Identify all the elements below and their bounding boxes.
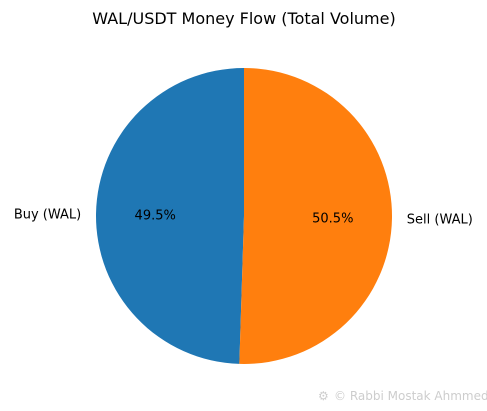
slice-percent-sell: 50.5% xyxy=(312,211,353,226)
slice-percent-buy: 49.5% xyxy=(135,209,176,224)
slice-label-sell: Sell (WAL) xyxy=(407,213,473,228)
copyright-icon: ⚙ xyxy=(318,389,329,403)
pie-slice-buy xyxy=(96,68,245,364)
watermark: ⚙ © Rabbi Mostak Ahmmed xyxy=(318,389,487,403)
pie-slice-sell xyxy=(239,68,393,365)
pie-labels: Buy (WAL) 49.5% Sell (WAL) 50.5% xyxy=(14,207,473,227)
watermark-text: © Rabbi Mostak Ahmmed xyxy=(334,389,487,403)
pie-slices xyxy=(96,68,393,365)
chart-title: WAL/USDT Money Flow (Total Volume) xyxy=(92,9,395,28)
slice-label-buy: Buy (WAL) xyxy=(14,207,81,222)
